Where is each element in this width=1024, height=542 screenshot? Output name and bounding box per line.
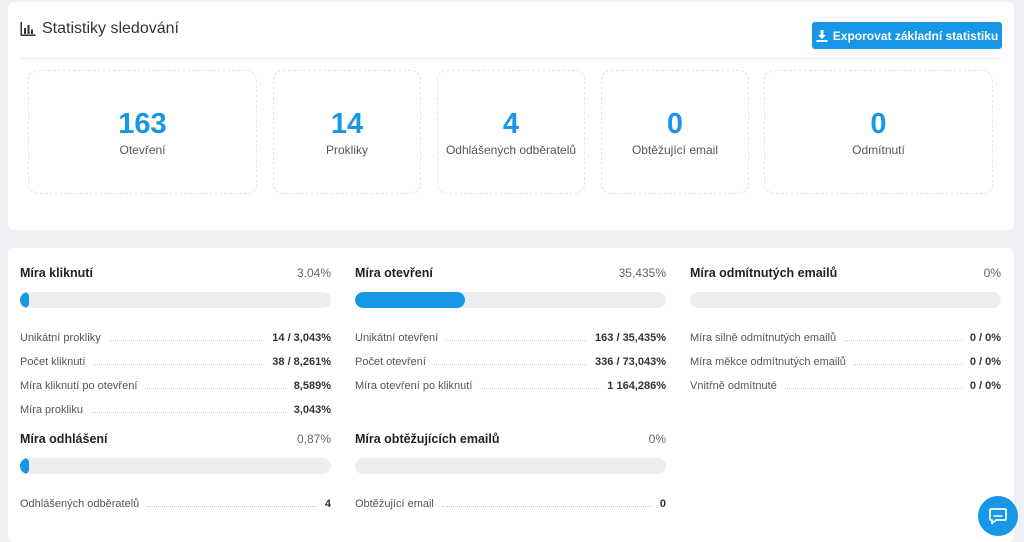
row-leader (784, 388, 962, 389)
row-value: 0 (659, 498, 666, 510)
progress-bar (20, 458, 331, 474)
metric-row: Míra otevření po kliknutí 1 164,286% (355, 368, 666, 392)
metric-row: Vnitřně odmítnuté 0 / 0% (690, 368, 1001, 392)
metric-percent: 0% (648, 432, 666, 446)
metric-title: Míra obtěžujících emailů (355, 432, 500, 446)
metric-row: Míra měkce odmítnutých emailů 0 / 0% (690, 344, 1001, 368)
row-label: Odhlášených odběratelů (20, 498, 140, 510)
download-icon (816, 29, 828, 42)
stat-bounces: 0 Odmítnutí (764, 70, 993, 194)
click-rate-metric: Míra kliknutí 3.04% Unikátní prokliky 14 … (20, 264, 331, 416)
row-leader (433, 364, 588, 365)
row-value: 163 / 35,435% (595, 332, 666, 344)
row-label: Počet kliknutí (20, 356, 86, 368)
row-leader (446, 340, 588, 341)
bounce-rate-metric: Míra odmítnutých emailů 0% Míra silně od… (690, 264, 1001, 392)
metric-title: Míra kliknutí (20, 266, 93, 280)
metric-row: Míra silně odmítnutých emailů 0 / 0% (690, 320, 1001, 344)
row-value: 4 (324, 498, 331, 510)
row-value: 14 / 3,043% (272, 332, 331, 344)
metric-row: Míra prokliku 3,043% (20, 392, 331, 416)
chat-button[interactable] (978, 496, 1018, 536)
metric-title: Míra odmítnutých emailů (690, 266, 838, 280)
row-value: 3,043% (293, 404, 331, 416)
row-label: Míra prokliku (20, 404, 83, 416)
metric-title: Míra otevření (355, 266, 433, 280)
open-rate-metric: Míra otevření 35,435% Unikátní otevření 1… (355, 264, 666, 392)
stat-clicks: 14 Prokliky (273, 70, 421, 194)
stat-complaints: 0 Obtěžující email (601, 70, 749, 194)
metric-percent: 0% (983, 266, 1001, 280)
metric-row: Unikátní prokliky 14 / 3,043% (20, 320, 331, 344)
header-divider (20, 58, 1002, 59)
progress-bar (690, 292, 1001, 308)
row-leader (480, 388, 600, 389)
row-label: Míra silně odmítnutých emailů (690, 332, 837, 344)
metric-row: Počet kliknutí 38 / 8,261% (20, 344, 331, 368)
metric-percent: 0,87% (296, 432, 331, 446)
row-value: 1 164,286% (607, 380, 666, 392)
progress-fill (20, 292, 30, 308)
unsubscribe-rate-metric: Míra odhlášení 0,87% Odhlášených odběrat… (20, 430, 331, 510)
row-label: Vnitřně odmítnuté (690, 380, 777, 392)
export-stats-button[interactable]: Exporovat základní statistiku (812, 22, 1002, 49)
row-value: 38 / 8,261% (272, 356, 331, 368)
row-label: Míra otevření po kliknutí (355, 380, 473, 392)
stat-value: 0 (666, 107, 684, 140)
metric-row: Míra kliknutí po otevření 8,589% (20, 368, 331, 392)
stat-label: Prokliky (325, 142, 368, 157)
stat-label: Odhlášených odběratelů (445, 142, 577, 157)
row-label: Počet otevření (355, 356, 426, 368)
section-title: Statistiky sledování (20, 20, 179, 38)
chat-bubble-icon (989, 508, 1007, 525)
stat-value: 14 (330, 107, 364, 140)
row-value: 0 / 0% (969, 356, 1001, 368)
row-leader (93, 364, 265, 365)
row-label: Unikátní prokliky (20, 332, 101, 344)
progress-bar (20, 292, 331, 308)
metric-row: Unikátní otevření 163 / 35,435% (355, 320, 666, 344)
row-leader (145, 388, 286, 389)
row-value: 8,589% (293, 380, 331, 392)
row-leader (147, 506, 317, 507)
progress-bar (355, 458, 666, 474)
row-value: 336 / 73,043% (595, 356, 666, 368)
row-label: Míra měkce odmítnutých emailů (690, 356, 846, 368)
row-label: Míra kliknutí po otevření (20, 380, 138, 392)
stat-label: Obtěžující email (631, 142, 719, 157)
row-value: 0 / 0% (969, 380, 1001, 392)
export-stats-label: Exporovat základní statistiku (832, 28, 999, 43)
row-value: 0 / 0% (969, 332, 1001, 344)
progress-fill (20, 458, 30, 474)
stat-unsubscribed: 4 Odhlášených odběratelů (437, 70, 585, 194)
metric-row: Počet otevření 336 / 73,043% (355, 344, 666, 368)
stat-label: Otevření (119, 142, 166, 157)
tracking-stats-card: Statistiky sledování Exporovat základní … (8, 2, 1014, 230)
progress-fill (355, 292, 466, 308)
row-label: Obtěžující email (355, 498, 434, 510)
complaint-rate-metric: Míra obtěžujících emailů 0% Obtěžující e… (355, 430, 666, 510)
stat-label: Odmítnutí (852, 142, 905, 157)
metric-percent: 3.04% (296, 266, 331, 280)
row-label: Unikátní otevření (355, 332, 439, 344)
row-leader (853, 364, 962, 365)
metric-percent: 35,435% (618, 266, 666, 280)
metric-row: Odhlášených odběratelů 4 (20, 486, 331, 510)
rates-card: Míra kliknutí 3.04% Unikátní prokliky 14 … (8, 248, 1014, 542)
row-leader (844, 340, 962, 341)
stat-opens: 163 Otevření (28, 70, 257, 194)
progress-bar (355, 292, 666, 308)
metric-row: Obtěžující email 0 (355, 486, 666, 510)
stat-value: 0 (870, 107, 887, 140)
page-title: Statistiky sledování (42, 20, 179, 37)
stat-value: 4 (502, 107, 520, 140)
row-leader (441, 506, 652, 507)
stat-value: 163 (118, 107, 167, 140)
row-leader (108, 340, 265, 341)
row-leader (90, 412, 286, 413)
bar-chart-icon (20, 22, 36, 36)
metric-title: Míra odhlášení (20, 432, 108, 446)
